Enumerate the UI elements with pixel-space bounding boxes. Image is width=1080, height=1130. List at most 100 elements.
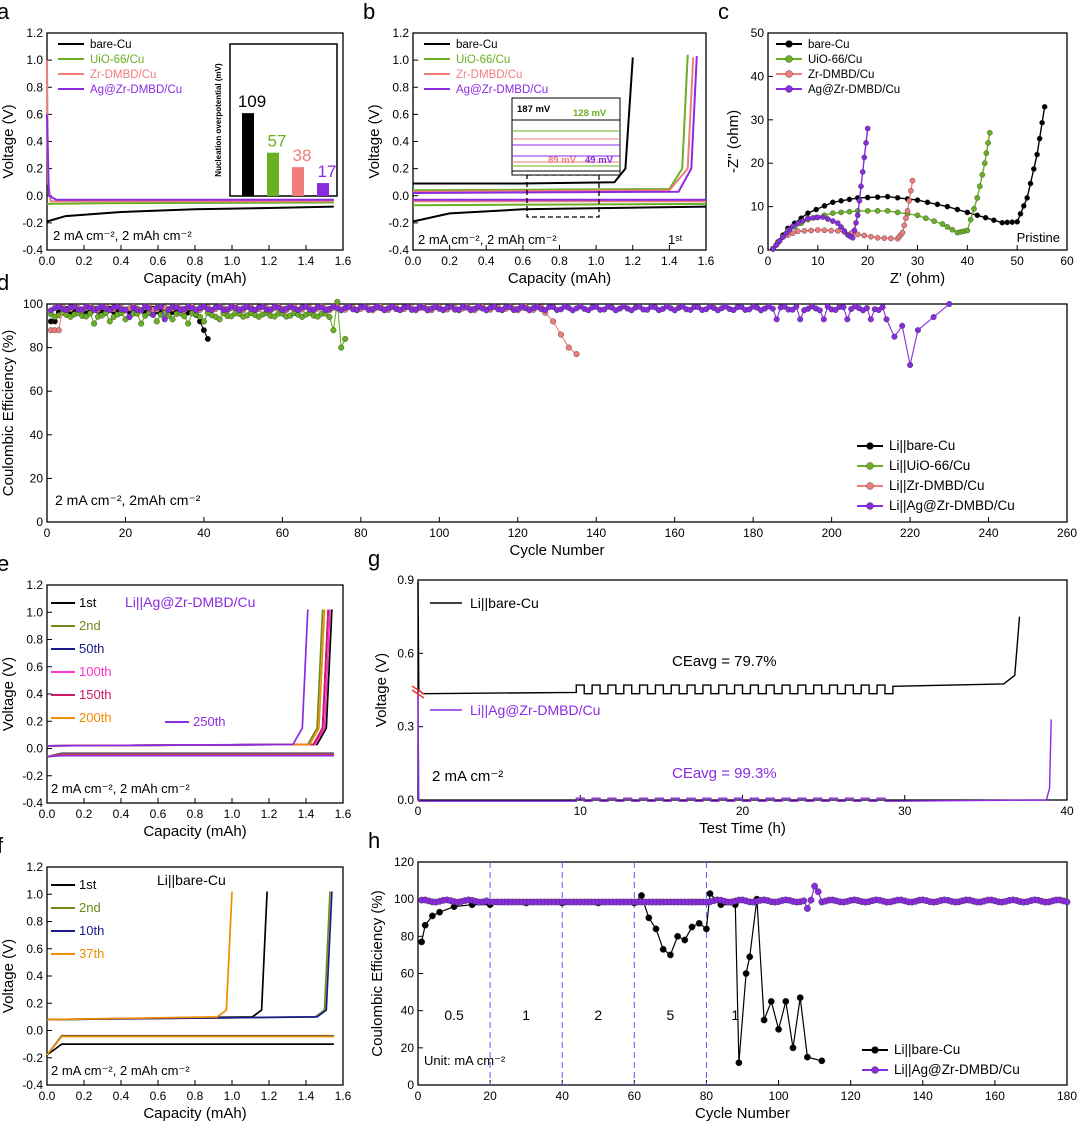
data-point: [271, 313, 278, 320]
legend-entry: Ag@Zr-DMBD/Cu: [456, 84, 548, 96]
ce-average-label: CEavg = 79.7%: [672, 653, 777, 670]
data-point: [874, 234, 881, 241]
data-point: [157, 303, 164, 310]
data-point: [800, 897, 808, 905]
y-tick-label: 0: [757, 243, 764, 257]
data-point: [830, 210, 836, 216]
y-tick-label: 20: [751, 156, 765, 170]
y-tick-label: 100: [394, 892, 414, 906]
data-point: [811, 882, 818, 890]
x-tick-label: 1.6: [335, 1089, 352, 1103]
x-tick-label: 80: [354, 526, 368, 540]
data-point: [864, 194, 871, 201]
x-tick-label: 100: [769, 1089, 789, 1103]
series-line: [46, 609, 309, 747]
data-point: [825, 216, 831, 222]
legend-entry: bare-Cu: [90, 39, 132, 51]
y-tick-label: 1.2: [392, 26, 409, 40]
data-point: [138, 320, 145, 327]
data-point: [888, 235, 894, 242]
data-point: [931, 218, 937, 224]
data-point: [773, 316, 780, 323]
legend-entry: UiO-66/Cu: [456, 54, 510, 66]
panel-letter: h: [368, 828, 380, 853]
data-point: [867, 316, 874, 323]
y-tick-label: -0.4: [22, 796, 43, 810]
data-point: [138, 307, 145, 314]
y-tick-label: 0.6: [26, 660, 43, 674]
x-tick-label: 120: [841, 1089, 861, 1103]
data-point: [821, 203, 828, 209]
legend-entry: Li||Ag@Zr-DMBD/Cu: [894, 1062, 1020, 1077]
y-tick-label: 0.3: [397, 720, 414, 734]
x-tick-label: 140: [913, 1089, 933, 1103]
data-point: [844, 316, 851, 323]
rate-label: 2: [594, 1007, 602, 1023]
y-axis-label: Coulombic Efficiency (%): [0, 330, 17, 496]
data-point: [814, 888, 822, 896]
data-point: [854, 231, 861, 238]
data-point: [914, 212, 921, 219]
y-tick-label: 80: [401, 929, 415, 943]
y-tick-label: 0.6: [397, 646, 414, 660]
data-point: [667, 951, 674, 959]
data-point: [977, 183, 983, 190]
data-point: [126, 314, 133, 321]
inset-bar-label: 109: [238, 92, 266, 111]
data-point: [861, 232, 868, 239]
legend-entry: 250th: [193, 714, 226, 729]
inset-voltage-label: 128 mV: [573, 108, 607, 119]
condition-annotation: 2 mA cm⁻², 2 mAh cm⁻²: [418, 232, 557, 247]
legend-entry: UiO-66/Cu: [808, 54, 862, 66]
data-point: [204, 335, 211, 342]
data-point: [863, 140, 869, 146]
series-line: [46, 1034, 334, 1056]
x-tick-label: 20: [861, 254, 875, 268]
series-line: [46, 1035, 334, 1056]
x-tick-label: 0: [415, 804, 422, 818]
data-point: [901, 222, 908, 229]
data-point: [946, 301, 953, 308]
x-tick-label: 40: [961, 254, 975, 268]
data-point: [1031, 166, 1037, 172]
legend-marker: [866, 442, 874, 450]
series-line: [412, 202, 707, 207]
data-point: [904, 208, 911, 214]
x-tick-label: 120: [508, 526, 528, 540]
x-axis-label: Test Time (h): [699, 820, 786, 837]
data-point: [939, 221, 946, 227]
data-point: [810, 215, 816, 221]
condition-annotation: Pristine: [1017, 230, 1060, 245]
data-point: [967, 216, 974, 223]
series-line: [46, 201, 334, 205]
y-tick-label: -0.4: [22, 243, 43, 257]
data-point: [982, 214, 989, 221]
x-tick-label: 80: [700, 1089, 714, 1103]
y-tick-label: 0.4: [392, 135, 409, 149]
condition-annotation: 2 mA cm⁻², 2 mAh cm⁻²: [51, 1063, 190, 1078]
inset-voltage-label: 49 mV: [585, 155, 614, 166]
y-tick-label: 1.0: [26, 605, 43, 619]
data-point: [782, 998, 790, 1005]
x-tick-label: 180: [743, 526, 763, 540]
y-tick-label: 50: [751, 26, 765, 40]
data-point: [924, 199, 931, 206]
legend-entry: 10th: [79, 923, 104, 938]
data-point: [797, 316, 804, 323]
data-point: [816, 307, 823, 314]
y-tick-label: 0.2: [26, 996, 43, 1010]
x-axis-label: Z' (ohm): [890, 270, 945, 287]
series-line: [413, 57, 634, 185]
x-tick-label: 30: [911, 254, 925, 268]
data-point: [828, 227, 834, 234]
data-point: [330, 327, 337, 334]
data-point: [790, 223, 796, 229]
data-point: [849, 234, 856, 241]
x-tick-label: 20: [483, 1089, 497, 1103]
legend-marker: [866, 502, 874, 510]
data-point: [944, 203, 951, 210]
data-point: [805, 210, 811, 216]
x-tick-label: 1.2: [261, 254, 278, 268]
legend-entry: 200th: [79, 710, 112, 725]
legend-entry: Zr-DMBD/Cu: [90, 69, 156, 81]
